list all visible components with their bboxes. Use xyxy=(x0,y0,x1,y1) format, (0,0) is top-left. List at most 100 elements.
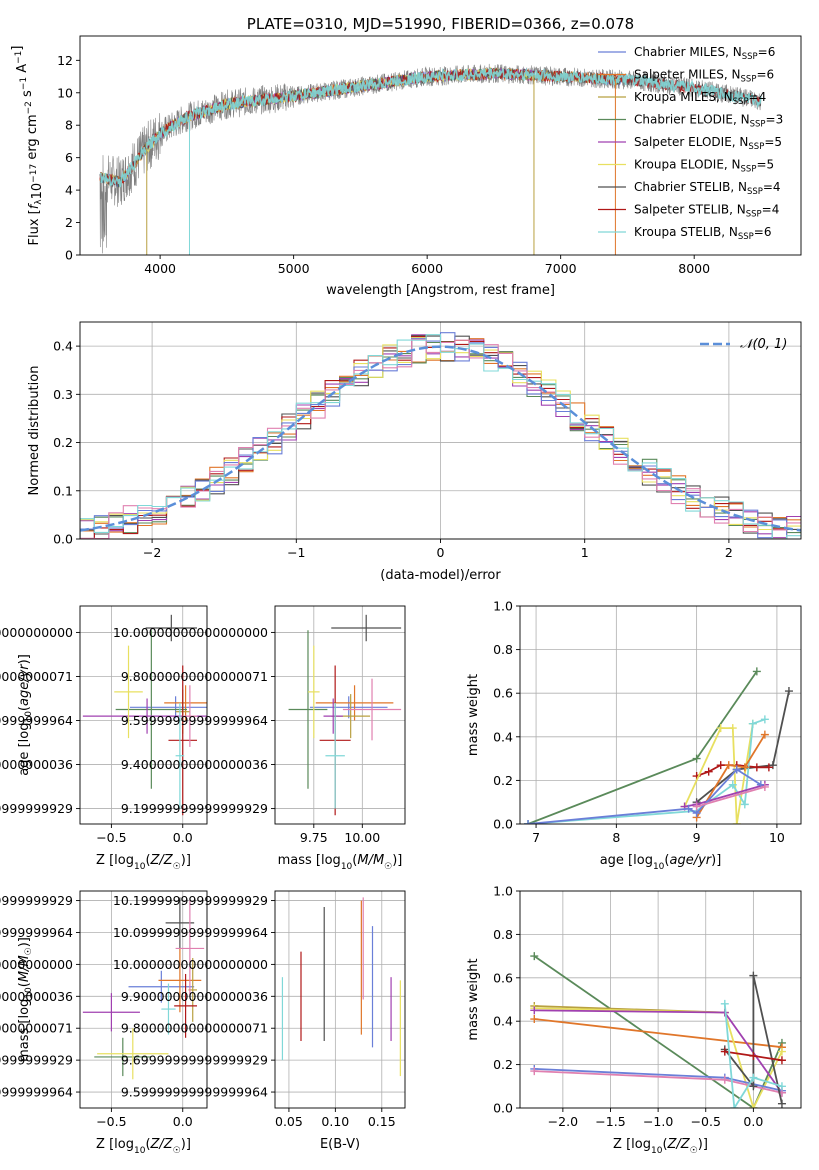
model-spectrum-kroupa-stelib xyxy=(99,67,762,188)
label-part: )] xyxy=(698,1137,708,1152)
label-part: )] xyxy=(392,853,402,868)
x-axis-label: E(B-V) xyxy=(320,1137,360,1152)
legend-sub: SSP xyxy=(733,97,749,107)
label-part: erg cm xyxy=(25,114,40,163)
legend-text: Kroupa STELIB, N xyxy=(634,225,738,239)
y-tick-label: 0.4 xyxy=(493,1014,513,1029)
x-tick-label: 1 xyxy=(581,545,589,560)
legend-label: Salpeter MILES, NSSP=6 xyxy=(634,68,774,85)
label-part: −2 xyxy=(24,101,34,114)
y-tick-label: 10.09999999999999964 xyxy=(113,925,268,940)
y-axis-label: mass weight xyxy=(466,674,481,756)
gaussian-curve xyxy=(80,345,801,532)
legend-tail: =6 xyxy=(758,45,776,59)
x-axis-label: Z [log10(Z/Z☉)] xyxy=(613,1137,708,1156)
weight-marker xyxy=(749,1104,758,1108)
weight-marker xyxy=(777,1056,786,1065)
label-part: Z/Z xyxy=(150,853,174,868)
weight-marker xyxy=(692,754,701,763)
label-part: ☉ xyxy=(384,862,392,872)
label-part: )] xyxy=(17,654,32,664)
axes-frame xyxy=(519,890,802,1109)
x-tick-label: 10 xyxy=(769,830,785,845)
axes-residuals: −2 −1 0 1 2 0.0 0.1 0.2 0.3 0.4 xyxy=(53,321,802,560)
y-tick-label: 0.4 xyxy=(53,339,73,354)
weight-line-pink xyxy=(696,786,766,808)
weight-marker xyxy=(530,1067,539,1076)
y-tick-label: 9.59999999999999964 xyxy=(0,1085,73,1100)
weight-line-salpeter-miles xyxy=(534,1018,783,1049)
legend-sub: SSP xyxy=(742,52,758,62)
label-part: A xyxy=(15,64,30,77)
label-part: )] xyxy=(181,1137,191,1152)
y-tick-label: 9.69999999999999929 xyxy=(0,1053,73,1068)
y-tick-label: 9.40000000000000036 xyxy=(0,757,73,772)
label-part: ( xyxy=(145,853,150,868)
weight-marker xyxy=(740,800,749,809)
label-part: ] xyxy=(10,46,25,51)
legend-label: Salpeter ELODIE, NSSP=5 xyxy=(634,135,782,152)
label-part: 10 xyxy=(134,1146,146,1156)
label-part: Z [log xyxy=(96,853,134,868)
label-part: ( xyxy=(662,1137,667,1152)
y-tick-label: 0.0 xyxy=(493,817,513,832)
x-tick-label: −1.5 xyxy=(595,1114,625,1129)
plot-area-mass_vs_ebv xyxy=(281,897,401,1077)
y-tick-label: 0.4 xyxy=(493,729,513,744)
legend-label: Chabrier MILES, NSSP=6 xyxy=(634,45,775,62)
weight-marker xyxy=(748,719,757,728)
weight-marker xyxy=(760,715,769,724)
weight-line-kroupa-elodie xyxy=(534,1007,783,1108)
x-tick-label: −2 xyxy=(143,545,161,560)
legend-sub: SSP xyxy=(746,210,762,220)
legend-sub: SSP xyxy=(741,75,757,85)
y-tick-label: 8 xyxy=(65,118,73,133)
axes-mass_weight_vs_z: −2.0 −1.5 −1.0 −0.5 0.0 0.0 0.2 0.4 0.6 0.8 1.0 xyxy=(493,884,802,1129)
label-part: −17 xyxy=(29,164,39,183)
weight-marker xyxy=(784,687,793,696)
weight-marker xyxy=(740,763,749,772)
y-tick-label: 9.90000000000000036 xyxy=(121,989,268,1004)
y-tick-label: 10.00000000000000000 xyxy=(0,625,73,640)
legend-text: Salpeter MILES, N xyxy=(634,68,741,82)
x-tick-label: −1 xyxy=(287,545,305,560)
legend-text: Chabrier MILES, N xyxy=(634,45,742,59)
x-axis-label: (data-model)/error xyxy=(380,568,501,583)
x-tick-label: 0 xyxy=(437,545,445,560)
label-part: )] xyxy=(711,853,721,868)
legend-label: Chabrier STELIB, NSSP=4 xyxy=(634,180,781,197)
y-axis-label: mass weight xyxy=(466,958,481,1040)
weight-line-chabrier-stelib xyxy=(724,975,783,1104)
weight-marker xyxy=(732,765,741,774)
weight-marker xyxy=(749,971,758,980)
observed-spectrum-line xyxy=(99,63,762,254)
axes-spectrum: 4000 5000 6000 7000 8000 0 2 4 6 8 10 12 xyxy=(57,35,802,276)
y-tick-label: 6 xyxy=(65,150,73,165)
y-tick-label: 0.6 xyxy=(493,686,513,701)
legend-tail: =6 xyxy=(754,225,772,239)
label-part: −1 xyxy=(14,51,24,64)
label-part: age [log xyxy=(600,853,653,868)
axes-frame xyxy=(79,890,208,1109)
plot-area-mass_vs_z xyxy=(82,897,205,1080)
weight-marker xyxy=(777,1099,786,1108)
y-tick-label: 9.80000000000000071 xyxy=(121,669,268,684)
label-part: Z/Z xyxy=(667,1137,691,1152)
y-tick-label: 9.19999999999999929 xyxy=(121,801,268,816)
label-part: ( xyxy=(664,853,669,868)
x-tick-label: 6000 xyxy=(411,261,443,276)
x-axis-label: Z [log10(Z/Z☉)] xyxy=(96,1137,191,1156)
y-tick-label: 9.40000000000000036 xyxy=(121,757,268,772)
y-tick-label: 0.0 xyxy=(493,1101,513,1116)
weight-marker xyxy=(749,1051,758,1060)
legend-label: 𝒩(0, 1) xyxy=(740,337,787,352)
label-part: age/yr xyxy=(17,663,32,706)
legend-label: Kroupa MILES, NSSP=4 xyxy=(634,90,766,107)
axes-age_vs_z: −0.5 0.0 9.19999999999999929 9.400000000000… xyxy=(0,605,208,845)
legend-tail: =4 xyxy=(749,90,767,104)
y-tick-label: 0.3 xyxy=(53,387,73,402)
label-part: Z [log xyxy=(96,1137,134,1152)
y-axis-label: Flux [fλ10−17 erg cm−2 s−1 A−1] xyxy=(10,46,45,246)
x-axis-label: wavelength [Angstrom, rest frame] xyxy=(326,283,555,298)
y-axis-label: mass [log10(M/M☉)] xyxy=(17,937,34,1062)
